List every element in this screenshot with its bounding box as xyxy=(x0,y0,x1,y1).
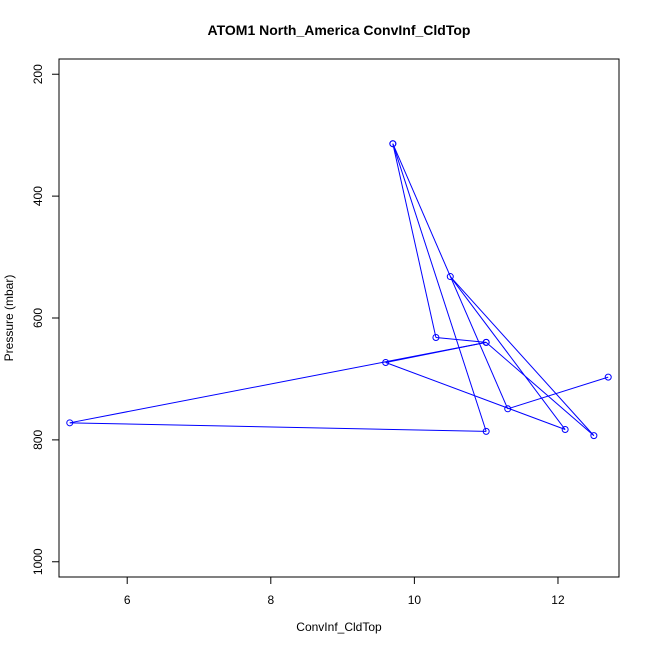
series-line-segment xyxy=(392,143,487,432)
data-point xyxy=(482,338,490,346)
data-point xyxy=(482,427,490,435)
x-axis: 6 8 10 12 xyxy=(124,576,565,607)
y-tick-label: 200 xyxy=(31,64,45,84)
data-point xyxy=(446,273,454,281)
data-point xyxy=(504,405,512,413)
x-tick-label: 12 xyxy=(551,593,565,607)
series-line-segment xyxy=(507,376,609,410)
y-axis-label: Pressure (mbar) xyxy=(2,275,16,362)
chart-title: ATOM1 North_America ConvInf_CldTop xyxy=(208,22,471,38)
series-line-segment xyxy=(449,276,566,430)
series-line-segment xyxy=(435,337,487,343)
data-point xyxy=(389,140,397,148)
series-line-segment xyxy=(69,341,487,424)
x-tick-label: 8 xyxy=(267,593,274,607)
data-point xyxy=(590,432,598,440)
y-tick-label: 600 xyxy=(31,308,45,328)
x-tick-label: 6 xyxy=(124,593,131,607)
y-tick-label: 400 xyxy=(31,186,45,206)
data-point xyxy=(66,419,74,427)
series-line-segment xyxy=(485,341,595,436)
series-line-segment xyxy=(449,276,595,436)
series-line-segment xyxy=(385,362,566,430)
x-tick-label: 10 xyxy=(408,593,422,607)
x-axis-label: ConvInf_CldTop xyxy=(296,620,382,634)
data-point xyxy=(561,426,569,434)
series-line-segment xyxy=(69,422,487,432)
y-axis: 200 400 600 800 1000 xyxy=(31,64,60,575)
plot-area xyxy=(66,140,612,440)
data-point xyxy=(604,373,612,381)
series-line-segment xyxy=(392,143,437,338)
data-point xyxy=(432,334,440,342)
y-tick-label: 800 xyxy=(31,430,45,450)
series-line-segment xyxy=(392,143,509,410)
y-tick-label: 1000 xyxy=(31,548,45,575)
data-point xyxy=(382,358,390,366)
